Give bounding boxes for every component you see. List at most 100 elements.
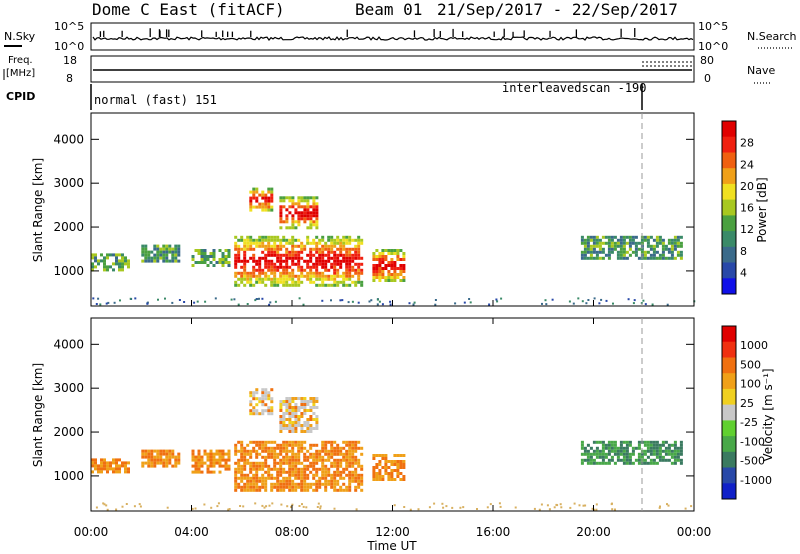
echo-cell	[285, 427, 289, 430]
echo-cell	[215, 449, 219, 453]
echo-cell	[212, 249, 216, 252]
echo-cell	[586, 443, 590, 447]
echo-cell	[619, 446, 623, 450]
echo-cell	[339, 241, 343, 245]
echo-cell	[303, 452, 307, 456]
echo-cell	[598, 449, 602, 453]
echo-cell	[255, 455, 259, 459]
echo-cell	[321, 446, 325, 450]
echo-cell	[237, 238, 241, 242]
echo-cell	[637, 256, 641, 260]
echo-speckle	[302, 505, 305, 508]
echo-cell	[354, 253, 358, 257]
echo-cell	[282, 412, 286, 415]
echo-cell	[285, 455, 289, 459]
echo-cell	[637, 452, 641, 456]
echo-cell	[580, 446, 584, 450]
echo-cell	[667, 238, 671, 242]
echo-cell	[324, 262, 328, 266]
echo-cell	[643, 253, 647, 257]
colorbar-swatch	[722, 183, 736, 201]
echo-cell	[267, 455, 271, 459]
echo-cell	[297, 406, 301, 409]
echo-cell	[372, 258, 376, 261]
echo-cell	[312, 271, 316, 275]
echo-cell	[240, 473, 244, 477]
echo-cell	[264, 449, 268, 453]
echo-cell	[103, 262, 106, 266]
echo-cell	[610, 458, 614, 462]
echo-cell	[270, 262, 274, 266]
echo-cell	[288, 196, 292, 200]
x-tick-label: 16:00	[476, 525, 511, 539]
echo-cell	[607, 247, 611, 251]
echo-cell	[297, 461, 301, 465]
echo-cell	[261, 464, 265, 468]
x-axis-label: Time UT	[366, 539, 417, 553]
echo-cell	[115, 256, 118, 260]
echo-cell	[306, 205, 310, 209]
cpid-label: CPID	[6, 90, 35, 103]
echo-cell	[227, 464, 231, 468]
echo-cell	[191, 464, 195, 468]
echo-cell	[267, 452, 271, 456]
echo-cell	[124, 259, 127, 263]
y-tick-label: 4000	[53, 132, 84, 146]
colorbar-swatch	[722, 451, 736, 468]
echo-cell	[315, 241, 319, 245]
echo-cell	[255, 241, 259, 245]
echo-cell	[121, 268, 124, 272]
echo-cell	[291, 458, 295, 462]
echo-cell	[243, 449, 247, 453]
echo-speckle	[171, 301, 174, 304]
echo-cell	[676, 253, 680, 257]
echo-cell	[646, 446, 650, 450]
echo-cell	[246, 485, 250, 489]
echo-cell	[279, 400, 283, 403]
echo-cell	[360, 476, 364, 480]
echo-cell	[240, 449, 244, 453]
echo-cell	[273, 485, 277, 489]
echo-cell	[601, 235, 605, 239]
echo-cell	[261, 256, 265, 260]
echo-cell	[607, 443, 611, 447]
echo-cell	[273, 283, 277, 287]
echo-cell	[303, 268, 307, 272]
echo-cell	[282, 205, 286, 209]
echo-cell	[607, 452, 611, 456]
echo-cell	[285, 403, 289, 406]
echo-cell	[300, 412, 304, 415]
echo-speckle	[196, 300, 199, 303]
echo-cell	[330, 461, 334, 465]
echo-cell	[267, 199, 271, 203]
echo-cell	[270, 455, 274, 459]
echo-cell	[197, 467, 201, 471]
echo-cell	[312, 461, 316, 465]
echo-cell	[303, 479, 307, 483]
echo-cell	[679, 458, 683, 462]
echo-cell	[249, 467, 253, 471]
echo-cell	[103, 259, 106, 263]
echo-speckle	[298, 505, 301, 507]
echo-cell	[270, 187, 274, 191]
echo-cell	[252, 271, 256, 275]
echo-cell	[333, 488, 337, 492]
echo-cell	[315, 283, 319, 287]
echo-speckle	[376, 303, 379, 306]
echo-cell	[153, 256, 157, 260]
echo-cell	[399, 466, 403, 469]
echo-cell	[387, 460, 391, 463]
echo-cell	[258, 440, 262, 444]
echo-cell	[270, 283, 274, 287]
echo-cell	[270, 397, 274, 401]
echo-cell	[583, 238, 587, 242]
echo-cell	[670, 452, 674, 456]
echo-cell	[264, 443, 268, 447]
echo-cell	[402, 276, 406, 279]
velocity-panel-bg	[91, 318, 694, 511]
echo-cell	[306, 485, 310, 489]
freq-panel	[90, 55, 695, 83]
echo-cell	[215, 261, 219, 264]
echo-speckle	[582, 504, 585, 507]
echo-cell	[637, 443, 641, 447]
